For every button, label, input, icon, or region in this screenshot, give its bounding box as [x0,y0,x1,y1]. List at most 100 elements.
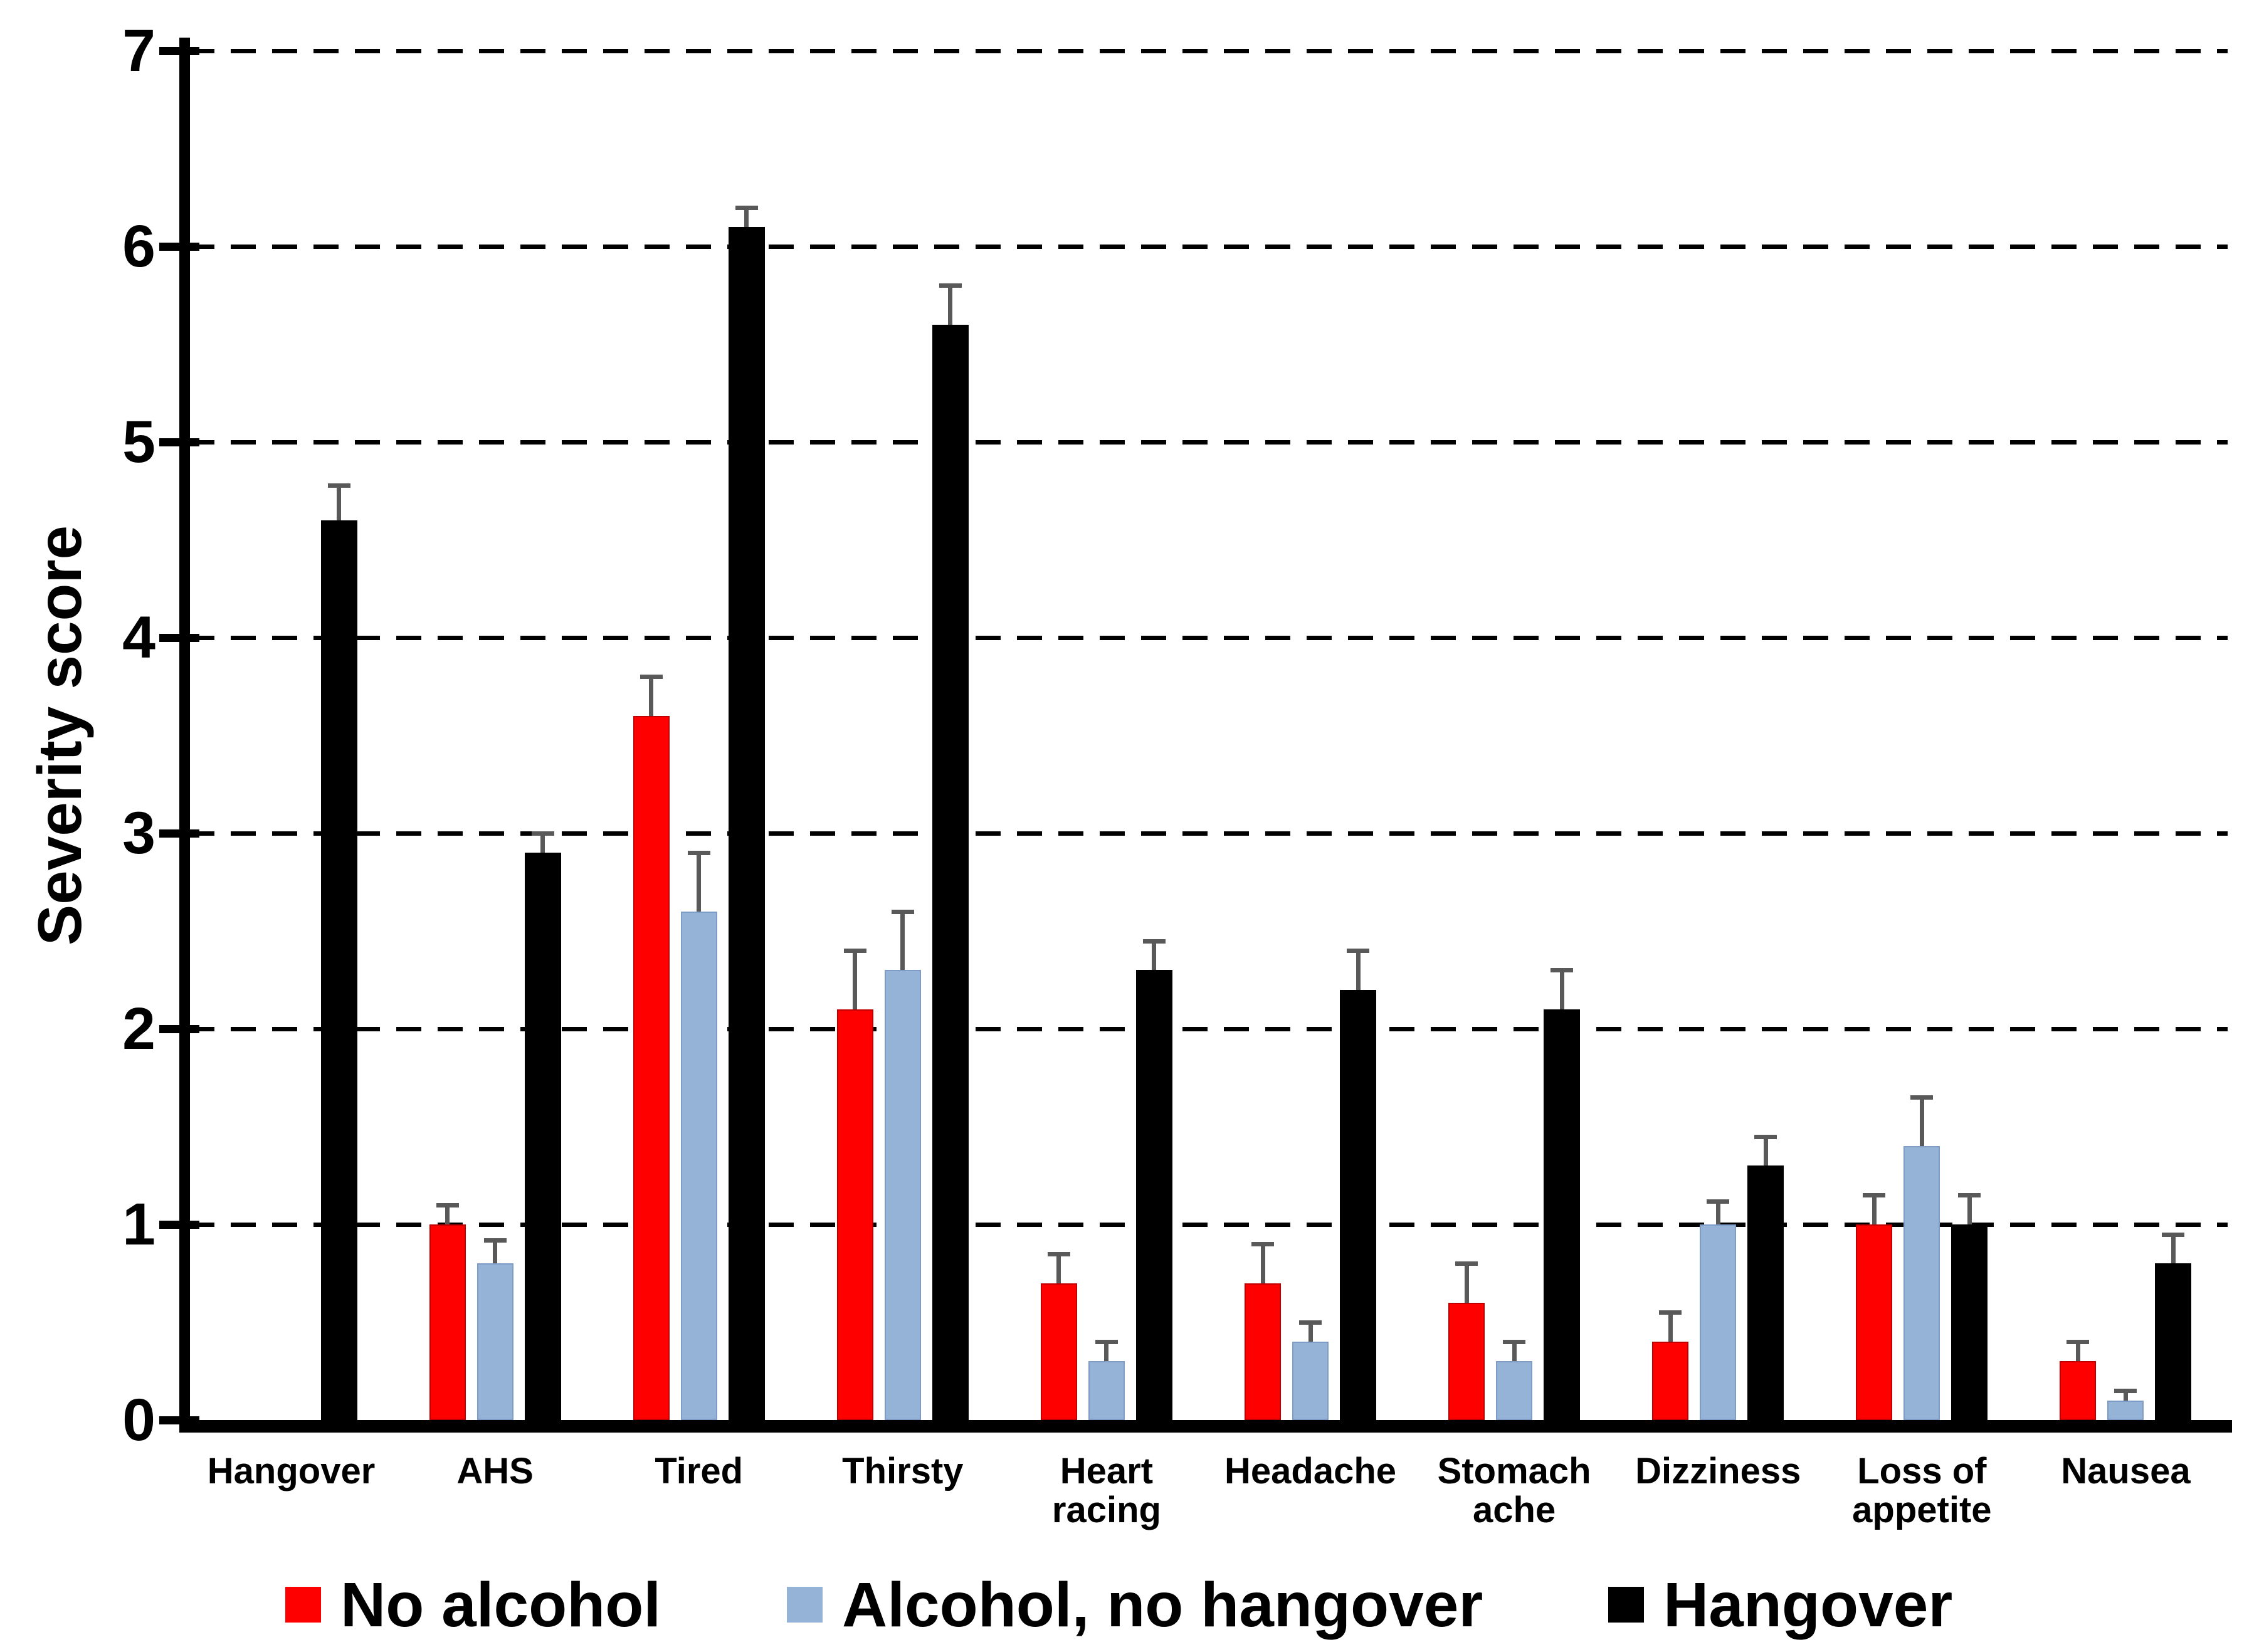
bar-alcohol-no-hangover-8 [1903,1146,1940,1420]
bar-alcohol-no-hangover-4 [1088,1361,1125,1420]
category-label-line: appetite [1852,1490,1992,1530]
error-bar-cap [1958,1193,1981,1198]
y-tick-label-4: 4 [122,604,155,671]
category-label-line: AHS [456,1451,534,1492]
error-bar [493,1239,498,1264]
error-bar-cap [640,675,663,680]
category-label-0: Hangover [189,1452,393,1491]
error-bar [1464,1263,1469,1303]
error-bar [1152,940,1157,971]
bar-alcohol-no-hangover-9 [2107,1400,2144,1420]
legend-marker-1 [787,1587,823,1623]
error-bar-cap [939,283,962,288]
category-label-3: Thirsty [801,1452,1004,1491]
error-bar [697,853,702,912]
error-bar-cap [483,1238,507,1243]
gridline-2 [189,1027,2228,1031]
error-bar-cap [1910,1095,1934,1100]
legend-label-1: Alcohol, no hangover [842,1570,1483,1640]
legend-marker-0 [285,1587,321,1623]
error-bar-cap [1047,1251,1070,1256]
bar-no-alcohol-3 [836,1009,873,1420]
bar-hangover-3 [932,324,969,1420]
error-bar [1763,1136,1768,1166]
error-bar [1967,1195,1972,1224]
error-bar-cap [531,831,554,836]
error-bar [1919,1097,1924,1147]
y-tick-label-5: 5 [122,409,155,475]
category-label-line: Thirsty [842,1451,964,1492]
gridline-3 [189,831,2228,836]
bar-hangover-5 [1340,989,1377,1420]
category-label-line: Loss of [1857,1451,1987,1492]
category-label-7: Dizziness [1616,1452,1820,1491]
error-bar [1260,1244,1265,1283]
gridline-7 [189,49,2228,53]
bar-no-alcohol-8 [1856,1224,1893,1420]
category-label-5: Headache [1209,1452,1413,1491]
error-bar [1104,1342,1109,1362]
error-bar [2123,1391,2128,1401]
error-bar-cap [1754,1134,1777,1139]
error-bar [1872,1195,1877,1224]
error-bar-cap [1347,949,1370,954]
bar-no-alcohol-9 [2060,1361,2097,1420]
category-label-4: Heart racing [1004,1452,1208,1530]
error-bar [2075,1342,2080,1362]
bar-hangover-7 [1747,1165,1784,1420]
bar-hangover-1 [524,853,561,1420]
gridline-1 [189,1223,2228,1227]
bar-hangover-2 [728,226,765,1420]
error-bar [1308,1322,1313,1342]
error-bar [337,485,342,520]
error-bar-cap [891,909,914,914]
error-bar [1512,1342,1517,1362]
bar-no-alcohol-2 [633,715,670,1420]
legend-marker-2 [1608,1587,1644,1623]
category-label-line: Tired [655,1451,744,1492]
error-bar [744,207,749,227]
error-bar [445,1204,450,1224]
error-bar [1356,950,1361,990]
category-label-line: Hangover [207,1451,376,1492]
error-bar-cap [843,949,866,954]
error-bar-cap [1251,1242,1275,1247]
error-bar-cap [1659,1310,1682,1315]
error-bar [1715,1201,1720,1224]
error-bar-cap [2114,1389,2137,1394]
error-bar [853,950,858,1009]
category-label-1: AHS [393,1452,597,1491]
y-tick-label-1: 1 [122,1191,155,1258]
bar-hangover-0 [320,520,357,1420]
category-label-line: Heart [1060,1451,1154,1492]
category-label-line: ache [1473,1490,1556,1530]
error-bar-cap [1299,1320,1322,1325]
y-tick-label-6: 6 [122,213,155,280]
y-tick-label-2: 2 [122,996,155,1062]
error-bar [900,911,905,971]
error-bar-cap [1551,968,1574,973]
category-label-line: Headache [1224,1451,1397,1492]
error-bar-cap [1707,1199,1730,1204]
error-bar [540,833,545,853]
error-bar-cap [327,483,350,488]
y-tick-label-0: 0 [122,1387,155,1453]
legend-label-2: Hangover [1663,1570,1953,1640]
bar-alcohol-no-hangover-6 [1496,1361,1533,1420]
category-label-8: Loss of appetite [1820,1452,2024,1530]
y-axis-title: Severity score [25,525,94,946]
error-bar-cap [2162,1232,2185,1237]
bar-no-alcohol-6 [1448,1302,1485,1420]
error-bar-cap [1455,1261,1478,1266]
y-tick-label-3: 3 [122,800,155,866]
legend-label-0: No alcohol [340,1570,661,1640]
error-bar-cap [1863,1193,1886,1198]
category-label-line: Stomach [1437,1451,1591,1492]
gridline-6 [189,245,2228,249]
category-label-6: Stomach ache [1413,1452,1616,1530]
error-bar-cap [687,851,710,856]
error-bar [649,676,654,716]
gridline-4 [189,636,2228,640]
error-bar-cap [1142,939,1166,944]
